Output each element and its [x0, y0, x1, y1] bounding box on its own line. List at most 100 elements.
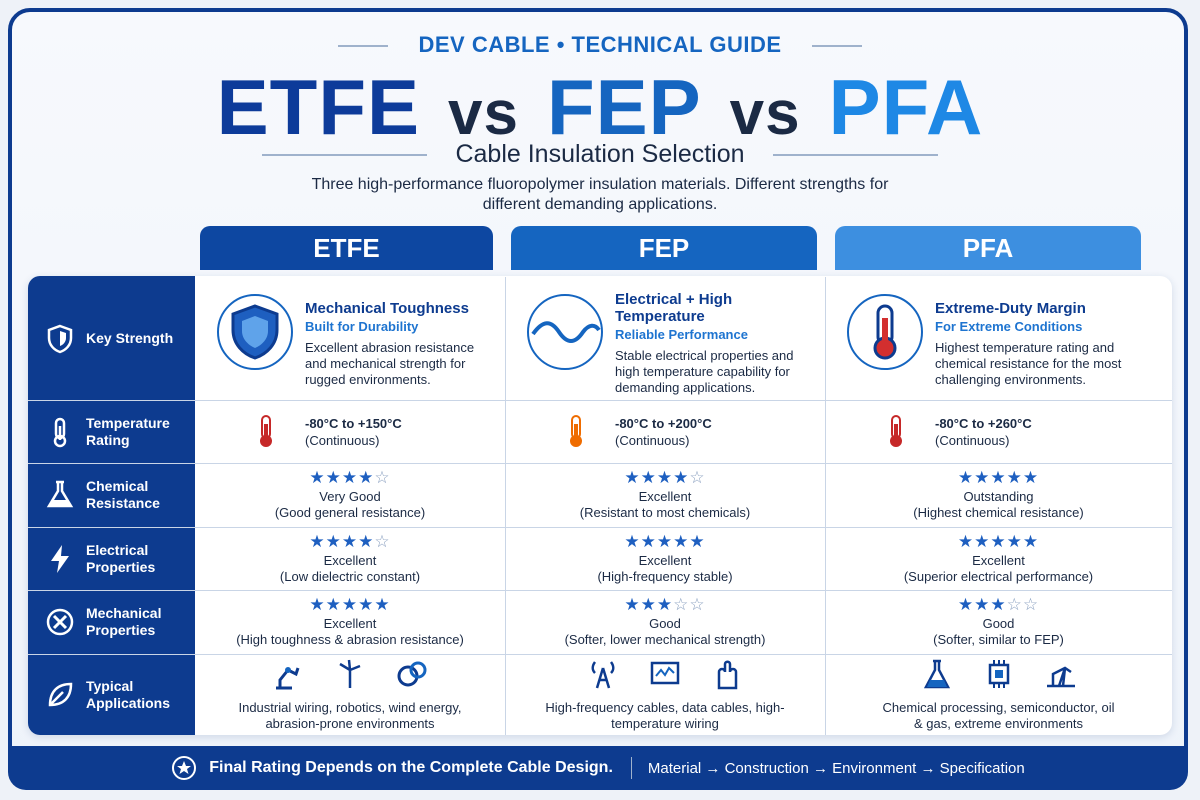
star: ★ [325, 531, 342, 551]
column-header: PFA [835, 226, 1141, 270]
star: ★ [374, 595, 391, 614]
key-strength-description: Excellent abrasion resistance and mechan… [305, 339, 475, 387]
star: ★ [957, 468, 975, 487]
star: ★ [957, 595, 975, 614]
star: ☆ [689, 595, 706, 614]
brand: DEV CABLE • TECHNICAL GUIDE [418, 32, 782, 57]
applications-text: Chemical processing, semiconductor, oil … [882, 699, 1115, 731]
title-part: PFA [828, 63, 984, 151]
rating-label: Excellent [972, 552, 1025, 568]
star: ★ [1022, 531, 1040, 551]
star: ★ [1006, 531, 1023, 551]
title-part: vs [448, 79, 519, 148]
star: ★ [990, 468, 1007, 487]
footer-flow: Material → Construction → Environment → … [647, 759, 1025, 777]
star-rating: ★★★★★ [624, 531, 705, 551]
star: ★ [974, 468, 991, 487]
icon-graphic [591, 660, 615, 688]
icon [885, 414, 907, 453]
key-strength-subtitle: For Extreme Conditions [935, 318, 1083, 334]
star: ★ [957, 531, 975, 551]
temperature-note: (Continuous) [935, 432, 1010, 448]
icon [215, 292, 295, 377]
applications: Industrial wiring, robotics, wind energy… [215, 654, 485, 735]
rating-note: (Good general resistance) [274, 505, 426, 520]
footer: Final Rating Depends on the Complete Cab… [8, 746, 1188, 790]
icon-graphic [276, 666, 300, 689]
star-rating: ★★★★☆ [309, 531, 391, 551]
icon-graphic [53, 417, 67, 447]
rating-label: Excellent [323, 552, 377, 568]
row-separator [28, 590, 1172, 591]
icon [525, 292, 605, 377]
row-separator [28, 400, 1172, 401]
key-strength-title: Extreme-Duty Margin [935, 299, 1086, 317]
rating-cell: ★★★☆☆ Good (Softer, similar to FEP) [825, 590, 1172, 654]
icon-graphic [890, 415, 902, 447]
icon [334, 658, 366, 694]
star: ★ [640, 595, 657, 614]
rating-cell: ★★★★☆ Very Good (Good general resistance) [195, 463, 505, 527]
star: ★ [656, 595, 674, 614]
star-rating: ★★★☆☆ [958, 596, 1039, 614]
star: ★ [640, 531, 657, 551]
application-icons [921, 658, 1077, 694]
key-strength-title: Electrical + High Temperature [615, 291, 733, 325]
star: ☆ [374, 531, 391, 551]
star: ★ [673, 468, 690, 487]
icon-graphic [847, 294, 923, 370]
icon [44, 323, 76, 360]
temperature-range: -80°C to +200°C [615, 415, 712, 431]
star: ★ [656, 531, 674, 551]
icon [845, 292, 925, 377]
row-label: Chemical Resistance [86, 478, 160, 511]
key-strength: Mechanical Toughness Built for Durability… [305, 287, 490, 400]
key-strength-description: Highest temperature rating and chemical … [935, 339, 1122, 387]
rating-cell: ★★★★★ Excellent (High toughness & abrasion… [195, 590, 505, 654]
row-label: Temperature Rating [86, 414, 170, 448]
rating-cell: ★★★★☆ Excellent (Resistant to most chemica… [505, 463, 825, 527]
icon-graphic [1046, 666, 1075, 687]
temperature-note: (Continuous) [305, 432, 380, 448]
icon [44, 479, 76, 516]
star: ★ [974, 531, 991, 551]
star: ★ [341, 468, 359, 487]
subtitle: Cable Insulation Selection [455, 140, 745, 168]
icon-graphic [48, 682, 73, 706]
icon [44, 679, 76, 716]
star: ★ [309, 468, 326, 487]
star: ★ [341, 595, 359, 614]
icon [1045, 658, 1077, 694]
star-rating: ★★★★★ [309, 596, 390, 614]
star-rating: ★★★★☆ [624, 469, 705, 487]
rating-note: (High-frequency stable) [597, 568, 733, 584]
row-separator [28, 654, 1172, 655]
rating-label: Excellent [638, 489, 692, 504]
rating-cell: ★★★★☆ Excellent (Low dielectric constant) [195, 527, 505, 590]
star: ★ [656, 468, 674, 487]
table [28, 276, 1172, 735]
star: ☆ [1022, 595, 1040, 614]
icon-graphic [717, 660, 738, 689]
icon [565, 414, 587, 453]
icon-graphic [46, 608, 74, 636]
star: ★ [325, 595, 342, 614]
divider [630, 757, 632, 779]
icon [255, 414, 277, 453]
key-strength-description: Stable electrical properties and high te… [615, 348, 794, 395]
applications: High-frequency cables, data cables, high… [525, 654, 805, 735]
icon [983, 658, 1015, 694]
rating-label: Excellent [323, 616, 377, 631]
star: ☆ [689, 468, 706, 487]
star-icon [172, 756, 197, 780]
icon [396, 658, 428, 694]
temperature: -80°C to +260°C (Continuous) [935, 400, 1032, 463]
row-separator [28, 463, 1172, 464]
star: ★ [624, 531, 641, 551]
icon-graphic [923, 659, 950, 688]
applications-text: High-frequency cables, data cables, high… [545, 699, 785, 731]
star: ★ [341, 531, 359, 551]
star-rating: ★★★★★ [958, 469, 1039, 487]
col-separator [825, 277, 826, 735]
